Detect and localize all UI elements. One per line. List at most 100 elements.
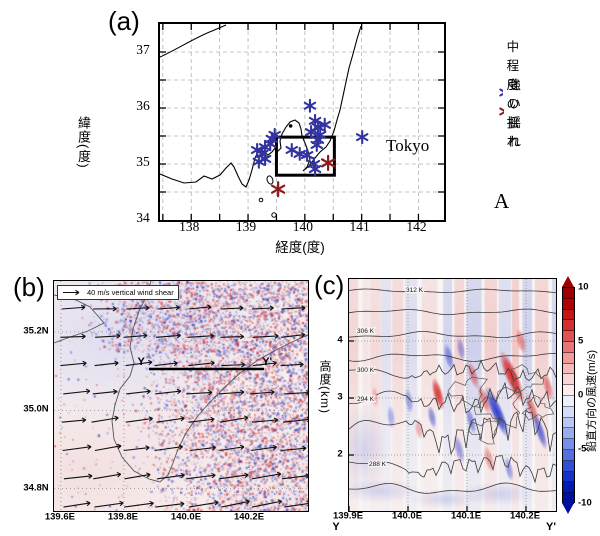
wind-shear-arrow-icon [280, 361, 304, 368]
panel-c-x-tick: 139.9E [332, 510, 364, 522]
wind-shear-arrow-icon [62, 444, 92, 452]
asterisk-marker [285, 142, 299, 158]
colorbar-segment [563, 352, 574, 364]
panel-c-x-tick: 140.1E [450, 510, 482, 522]
isentrope-contour [349, 409, 556, 456]
tokyo-city-label: Tokyo [386, 136, 430, 155]
wind-shear-arrow-icon [219, 415, 249, 423]
moderate-shaking-marker-icon [499, 88, 503, 97]
wind-shear-arrow-icon [280, 332, 306, 338]
asterisk-marker [320, 154, 336, 171]
legend-item-moderate: 中程度の揺れ [498, 40, 530, 149]
turbulent-contour-loop [468, 420, 502, 445]
coastline-japan-sea [160, 24, 227, 58]
contour-label: 288 K [369, 461, 387, 468]
panel-c-y-tick: 4 [337, 334, 343, 346]
colorbar-segment [563, 471, 574, 483]
panel-c-x-tick: 140.2E [509, 510, 541, 522]
isentrope-contour [349, 331, 556, 339]
panel-a-y-tick: 36 [136, 98, 150, 113]
contour-label: 312 K [406, 287, 424, 294]
wind-shear-arrow-icon [221, 499, 250, 508]
panel-c-y-tick: 3 [337, 391, 343, 403]
turbulent-contour-loop [510, 364, 545, 395]
legend-label-strong: 強い揺れ [508, 77, 521, 149]
panel-a-x-tick: 138 [179, 219, 200, 234]
colorbar [562, 287, 575, 504]
wind-shear-arrow-icon [189, 445, 216, 452]
panel-c-y-axis-label: 高度(km) [318, 360, 332, 414]
colorbar-tick: 0 [578, 389, 584, 401]
wind-shear-arrow-icon [283, 389, 308, 396]
wind-shear-arrow-icon [220, 333, 245, 340]
wind-shear-arrow-icon [123, 332, 148, 339]
panel-b-x-tick: 140.0E [170, 511, 202, 523]
asterisk-marker [355, 130, 369, 145]
asterisk-marker [303, 98, 317, 113]
wind-shear-arrow-icon [154, 360, 178, 367]
wind-shear-arrow-icon [281, 473, 308, 480]
section-end-label: Y' [546, 521, 556, 533]
section-end-label: Y' [262, 356, 273, 369]
wind-shear-arrow-icon [124, 500, 154, 508]
wind-shear-arrow-icon [93, 472, 122, 480]
colorbar-segment [563, 331, 574, 342]
asterisk-marker [252, 154, 266, 169]
isentrope-contour [349, 455, 556, 484]
panel-a-y-axis-label: 緯度(度) [76, 116, 91, 169]
coastline-pacific [160, 25, 362, 188]
coastline-miura [54, 294, 105, 344]
panel-b-x-tick: 139.6E [44, 511, 75, 523]
turbulent-contour-loop [473, 386, 523, 429]
wind-shear-arrow-icon [251, 444, 277, 452]
colorbar-segment [563, 482, 574, 494]
panel-a-x-tick: 142 [406, 219, 427, 234]
asterisk-marker [304, 125, 318, 140]
wind-shear-arrow-icon [252, 333, 279, 339]
wind-shear-arrow-icon [284, 500, 308, 508]
vector-scale-text: 40 m/s vertical wind shear [87, 288, 174, 297]
strong-shaking-marker-icon [499, 107, 505, 116]
wind-shear-arrow-icon [94, 360, 119, 367]
wind-shear-arrow-icon [94, 443, 122, 452]
wind-shear-arrow-icon [221, 362, 246, 368]
wind-shear-arrow-icon [126, 388, 151, 395]
colorbar-segment [563, 363, 574, 375]
wind-shear-arrow-icon [155, 388, 182, 395]
colorbar-segment [563, 450, 574, 461]
wind-shear-arrow-icon [124, 472, 151, 480]
asterisk-marker [263, 136, 277, 151]
asterisk-marker [499, 107, 505, 116]
colorbar-tick: -5 [578, 443, 587, 455]
contour-label: 306 K [357, 328, 375, 335]
wind-shear-arrow-icon [61, 304, 86, 311]
colorbar-tick: -10 [578, 497, 592, 509]
colorbar-tick: 10 [578, 281, 589, 293]
wind-shear-arrow-icon [155, 332, 181, 339]
wind-shear-arrow-icon [188, 360, 215, 367]
isentrope-contour [349, 482, 556, 494]
wind-shear-arrow-icon [251, 499, 283, 508]
isentrope-contour [349, 359, 556, 382]
asterisk-marker [250, 142, 264, 158]
wind-shear-arrow-icon [63, 289, 80, 296]
axis-tick-marks [160, 24, 444, 220]
wind-shear-arrow-icon [157, 472, 185, 480]
colorbar-bottom-arrow-icon [562, 503, 574, 514]
panel-a-map [160, 24, 444, 220]
colorbar-tick: 5 [578, 335, 584, 347]
asterisk-marker [318, 117, 331, 132]
panel-c-contours: 312 K 306 K 300 K 294 K 288 K [349, 279, 556, 511]
wind-shear-arrow-icon [126, 305, 150, 311]
wind-shear-arrow-icon [125, 359, 153, 367]
wind-shear-arrow-icon [154, 444, 184, 452]
panel-c-y-tick: 2 [337, 448, 343, 460]
panel-b-y-tick: 35.0N [23, 403, 49, 415]
panel-b-label: (b) [13, 272, 45, 302]
region-box-label: A [494, 189, 510, 213]
panel-c-plot: 312 K 306 K 300 K 294 K 288 K [348, 278, 557, 512]
wind-shear-arrow-icon [94, 500, 124, 508]
wind-shear-arrow-icon [91, 415, 119, 423]
wind-shear-arrow-icon [219, 444, 245, 452]
panel-c-x-tick: 140.0E [391, 510, 423, 522]
